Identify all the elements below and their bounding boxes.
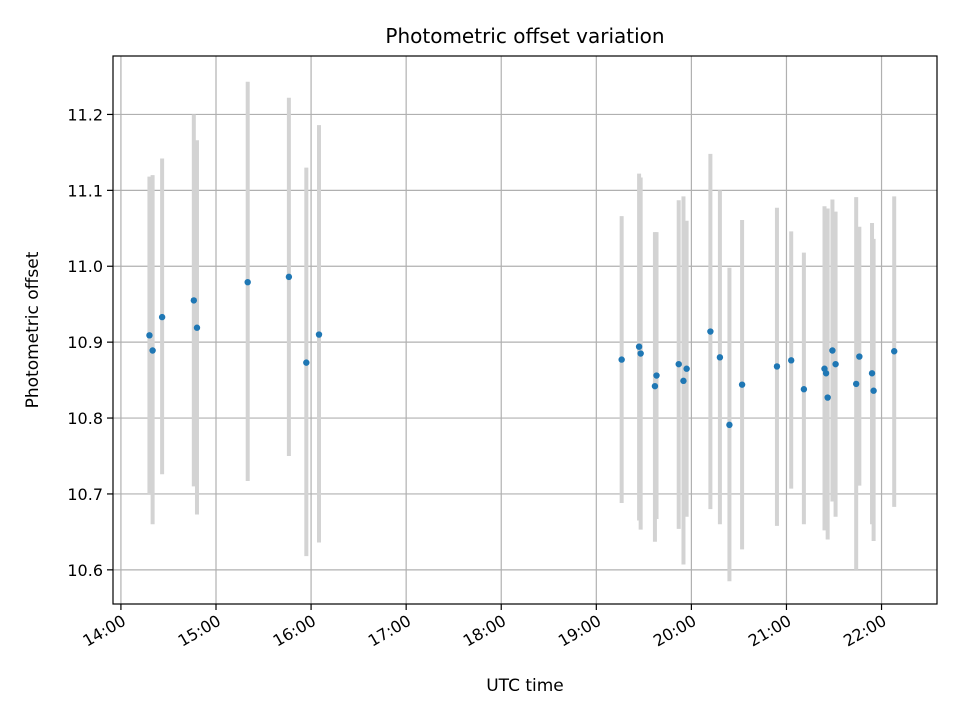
- y-tick-label: 11.2: [67, 105, 103, 124]
- data-point: [852, 380, 860, 388]
- x-tick-label: 16:00: [270, 611, 319, 651]
- data-point: [303, 359, 310, 366]
- grid: [113, 56, 937, 604]
- data-point: [773, 363, 781, 370]
- x-tick-label: 14:00: [79, 611, 128, 651]
- y-axis-ticks: 10.6 10.7 10.8 10.9 11.0 11.1 11.2: [67, 105, 113, 580]
- data-points: [146, 273, 898, 429]
- data-point: [891, 348, 898, 355]
- data-point: [738, 381, 746, 388]
- data-point: [146, 332, 153, 339]
- data-point: [675, 360, 682, 368]
- y-tick-label: 10.7: [67, 485, 103, 504]
- data-point: [716, 354, 724, 361]
- data-point: [193, 324, 201, 331]
- x-tick-label: 22:00: [840, 611, 889, 651]
- data-point: [707, 328, 714, 335]
- data-point: [726, 421, 733, 429]
- x-tick-label: 19:00: [555, 611, 604, 651]
- x-tick-label: 15:00: [175, 611, 224, 651]
- y-tick-label: 10.8: [67, 409, 103, 428]
- data-point: [856, 353, 863, 360]
- data-point: [158, 313, 166, 321]
- data-point: [653, 372, 660, 379]
- chart-title: Photometric offset variation: [385, 24, 664, 48]
- y-tick-label: 10.9: [67, 333, 103, 352]
- data-point: [829, 347, 836, 354]
- data-point: [822, 370, 830, 377]
- error-bars: [147, 81, 897, 582]
- plot-frame: [112, 55, 938, 605]
- x-tick-label: 20:00: [650, 611, 699, 651]
- data-point: [870, 387, 877, 394]
- data-point: [868, 370, 876, 377]
- data-point: [149, 347, 156, 354]
- data-point: [315, 331, 323, 338]
- data-point: [244, 278, 251, 286]
- data-point: [800, 386, 808, 393]
- data-point: [683, 365, 690, 372]
- y-axis-label: Photometric offset: [23, 251, 43, 408]
- x-axis-label: UTC time: [486, 676, 564, 696]
- x-tick-label: 18:00: [460, 611, 509, 651]
- data-point: [637, 350, 644, 357]
- x-tick-label: 17:00: [365, 611, 414, 651]
- data-point: [832, 360, 839, 368]
- data-point: [635, 343, 643, 350]
- y-tick-label: 10.6: [67, 561, 103, 580]
- y-tick-label: 11.0: [67, 257, 103, 276]
- data-point: [788, 357, 795, 364]
- data-point: [680, 377, 687, 385]
- data-point: [285, 273, 293, 281]
- y-tick-label: 11.1: [67, 181, 103, 200]
- x-tick-label: 21:00: [745, 611, 794, 651]
- data-point: [618, 356, 625, 363]
- data-point: [651, 382, 659, 390]
- data-point: [190, 297, 198, 304]
- x-axis-ticks: 14:00 15:00 16:00 17:00 18:00 19:00 20:00 21:00…: [79, 604, 890, 651]
- data-point: [824, 394, 831, 401]
